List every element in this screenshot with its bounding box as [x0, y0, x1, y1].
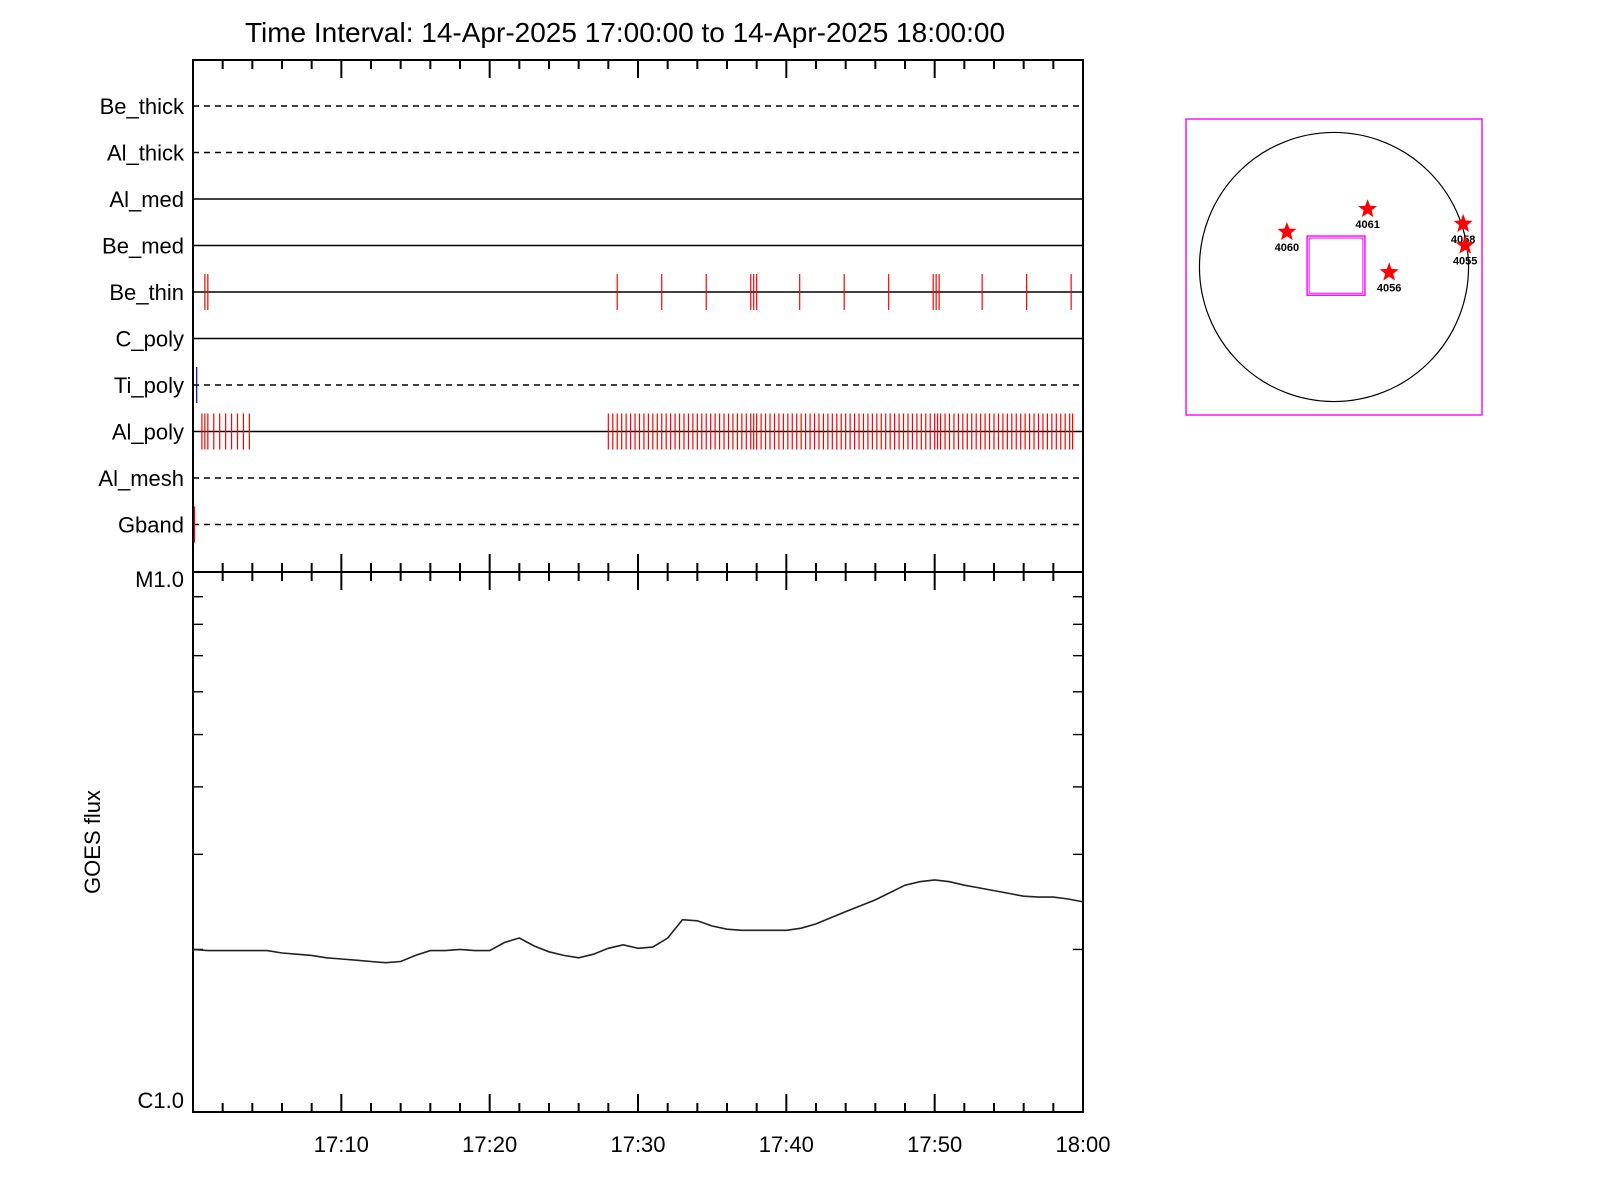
map-frame: [1185, 118, 1483, 416]
goes-frame: [192, 571, 1084, 1113]
timeline-frame: [192, 59, 1084, 573]
solar-disk: [1198, 131, 1470, 403]
chart-title: Time Interval: 14-Apr-2025 17:00:00 to 1…: [245, 17, 1005, 48]
active-region-label: 4055: [1453, 255, 1477, 267]
channel-label-be-med: Be_med: [102, 234, 184, 259]
channel-label-ti-poly: Ti_poly: [114, 373, 184, 398]
channel-label-gband: Gband: [118, 513, 184, 538]
goes-panel: 17:10 17:20 17:30 17:40 17:50 18:00: [192, 571, 1111, 1157]
y-tick-label-top: M1.0: [135, 567, 184, 592]
active-region-star: [1453, 213, 1473, 232]
x-tick-label: 18:00: [1055, 1132, 1110, 1157]
goes-flux-line: [192, 879, 1084, 964]
active-region-star: [1379, 262, 1399, 281]
x-tick-label: 17:10: [314, 1132, 369, 1157]
x-tick-label: 17:20: [462, 1132, 517, 1157]
active-region-label: 4060: [1275, 242, 1299, 254]
channel-label-al-med: Al_med: [109, 187, 184, 212]
active-region-star: [1358, 199, 1378, 218]
channel-label-al-poly: Al_poly: [112, 420, 184, 445]
channel-label-al-mesh: Al_mesh: [98, 466, 184, 491]
fov-box-inner: [1308, 237, 1364, 294]
channel-label-be-thick: Be_thick: [100, 94, 185, 119]
active-region-label: 4056: [1377, 282, 1401, 294]
x-tick-label: 17:30: [610, 1132, 665, 1157]
active-region-star: [1455, 235, 1475, 254]
x-tick-label: 17:40: [759, 1132, 814, 1157]
y-axis-label: GOES flux: [80, 790, 105, 894]
y-tick-label-bottom: C1.0: [138, 1088, 184, 1113]
timeline-panel: Be_thick Al_thick Al_med Be_med Be_thin C_pol…: [98, 59, 1084, 573]
channel-label-al-thick: Al_thick: [107, 141, 185, 166]
active-region-label: 4061: [1355, 219, 1379, 231]
channel-label-c-poly: C_poly: [116, 327, 184, 352]
fov-box: [1306, 235, 1366, 296]
channel-label-be-thin: Be_thin: [109, 280, 184, 305]
x-tick-label: 17:50: [907, 1132, 962, 1157]
active-region-star: [1277, 222, 1297, 241]
